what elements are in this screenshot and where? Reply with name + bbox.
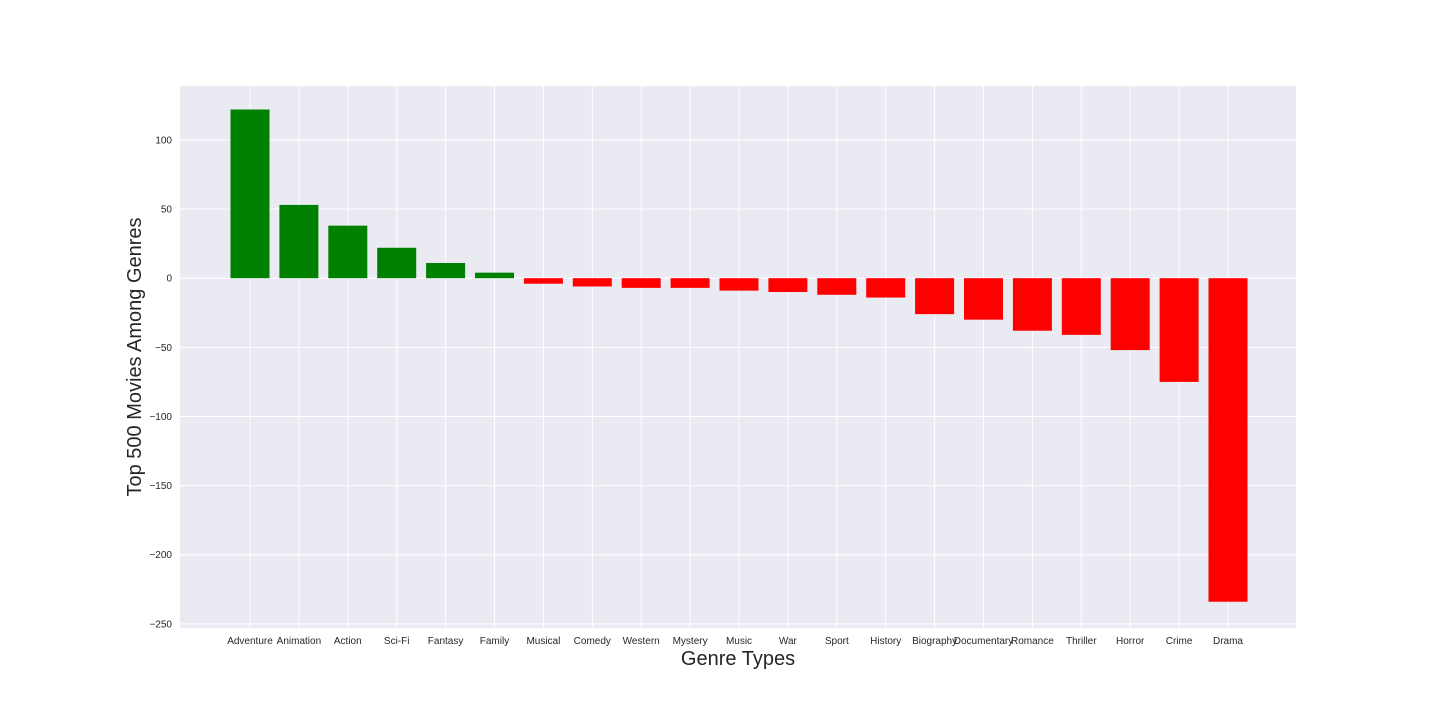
y-tick-label: 100 — [155, 135, 172, 146]
y-tick-label: −100 — [149, 412, 172, 423]
bar-war — [768, 278, 808, 293]
bar-drama — [1208, 278, 1248, 602]
x-tick-label: Adventure — [227, 636, 273, 647]
y-axis-title: Top 500 Movies Among Genres — [124, 217, 146, 496]
x-tick-label: History — [870, 636, 901, 647]
bar-documentary — [964, 278, 1003, 320]
bar-thriller — [1061, 278, 1101, 335]
y-tick-label: 50 — [161, 205, 173, 216]
bar-romance — [1012, 278, 1052, 331]
bar-fantasy — [426, 262, 466, 279]
x-tick-label: Crime — [1166, 636, 1193, 647]
x-tick-label: Fantasy — [428, 636, 464, 647]
x-tick-label: Action — [334, 636, 362, 647]
y-tick-label: −200 — [149, 550, 172, 561]
x-tick-label: Horror — [1116, 636, 1145, 647]
y-axis-ticks: 100 50 0 −50 −100 −150 −200 −250 — [149, 135, 172, 630]
bar-history — [866, 278, 906, 298]
x-tick-label: Mystery — [673, 636, 708, 647]
x-tick-label: Thriller — [1066, 636, 1097, 647]
x-tick-label: Romance — [1011, 636, 1054, 647]
bar-action — [328, 225, 368, 279]
x-tick-label: Western — [623, 636, 660, 647]
bar-biography — [915, 278, 955, 315]
x-tick-label: Musical — [526, 636, 560, 647]
bars — [230, 109, 1248, 602]
x-tick-label: Documentary — [954, 636, 1013, 647]
x-tick-label: Family — [480, 636, 509, 647]
y-tick-label: 0 — [166, 274, 172, 285]
bar-adventure — [230, 109, 270, 279]
x-axis-title: Genre Types — [681, 648, 795, 670]
x-tick-label: Animation — [277, 636, 321, 647]
bar-crime — [1159, 278, 1199, 382]
bar-sci-fi — [377, 247, 417, 279]
bar-horror — [1110, 278, 1150, 351]
x-axis-ticks: Adventure Animation Action Sci-Fi Fantasy Fam… — [227, 636, 1243, 647]
y-tick-label: −50 — [155, 343, 172, 354]
bar-western — [621, 278, 661, 288]
y-tick-label: −250 — [149, 619, 172, 630]
bar-comedy — [572, 278, 612, 287]
x-tick-label: Biography — [912, 636, 957, 647]
y-tick-label: −150 — [149, 481, 172, 492]
bar-animation — [279, 204, 319, 279]
bar-music — [719, 278, 759, 291]
bar-mystery — [670, 278, 710, 288]
x-tick-label: Comedy — [574, 636, 611, 647]
x-tick-label: Music — [726, 636, 752, 647]
plot-area — [180, 86, 1296, 628]
x-tick-label: Sport — [825, 636, 849, 647]
x-tick-label: Sci-Fi — [384, 636, 410, 647]
x-tick-label: War — [779, 636, 798, 647]
x-tick-label: Drama — [1213, 636, 1243, 647]
bar-sport — [817, 278, 857, 295]
bar-musical — [523, 278, 563, 284]
bar-family — [475, 272, 514, 279]
